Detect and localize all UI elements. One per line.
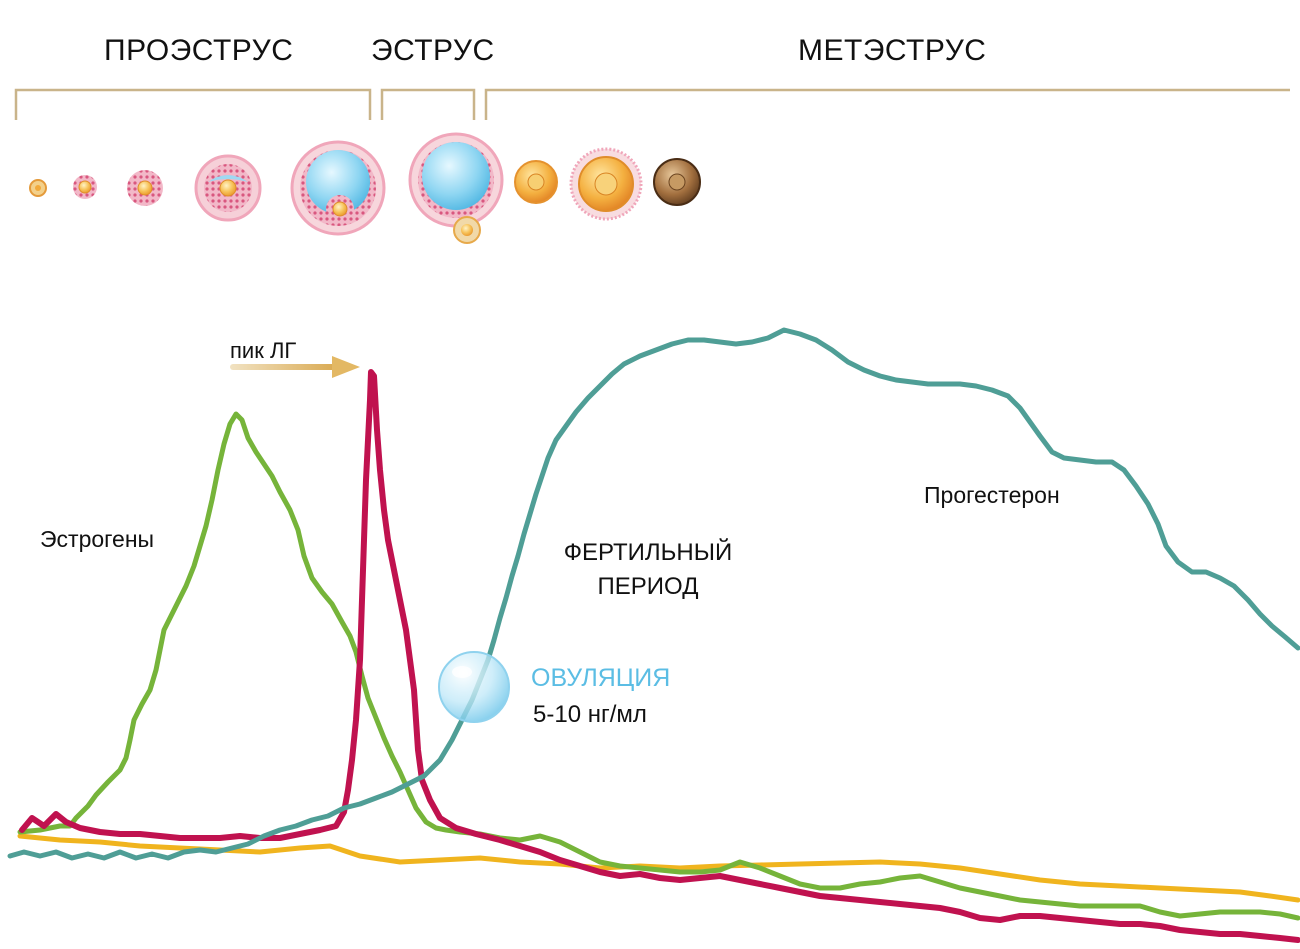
secondary-follicle-icon xyxy=(127,170,163,206)
bracket-metestrus xyxy=(486,90,1290,120)
corpus-luteum-icon xyxy=(515,161,557,203)
lh-curve xyxy=(22,372,1298,940)
bracket-proestrus xyxy=(16,90,370,120)
fertile-period-label: ФЕРТИЛЬНЫЙ ПЕРИОД xyxy=(548,536,748,604)
primary-follicle-icon xyxy=(73,175,97,199)
mature-corpus-luteum-icon xyxy=(571,149,641,219)
ovulation-value-label: 5-10 нг/мл xyxy=(533,701,647,729)
corpus-albicans-icon xyxy=(654,159,700,205)
ovulating-follicle-icon xyxy=(410,134,502,243)
bracket-estrus xyxy=(382,90,474,120)
progesterone-label: Прогестерон xyxy=(924,482,1060,509)
fertile-period-line1: ФЕРТИЛЬНЫЙ xyxy=(548,536,748,570)
graafian-follicle-icon xyxy=(292,142,384,234)
fertile-period-line2: ПЕРИОД xyxy=(548,570,748,604)
follicle-row xyxy=(30,134,700,243)
lh-peak-label: пик ЛГ xyxy=(230,338,296,364)
primordial-follicle-icon xyxy=(30,180,46,196)
ovulation-label: ОВУЛЯЦИЯ xyxy=(531,664,670,693)
phase-brackets xyxy=(16,90,1290,120)
early-antral-follicle-icon xyxy=(196,156,260,220)
estrogens-label: Эстрогены xyxy=(40,526,154,553)
ovulation-bubble-icon xyxy=(439,652,509,722)
